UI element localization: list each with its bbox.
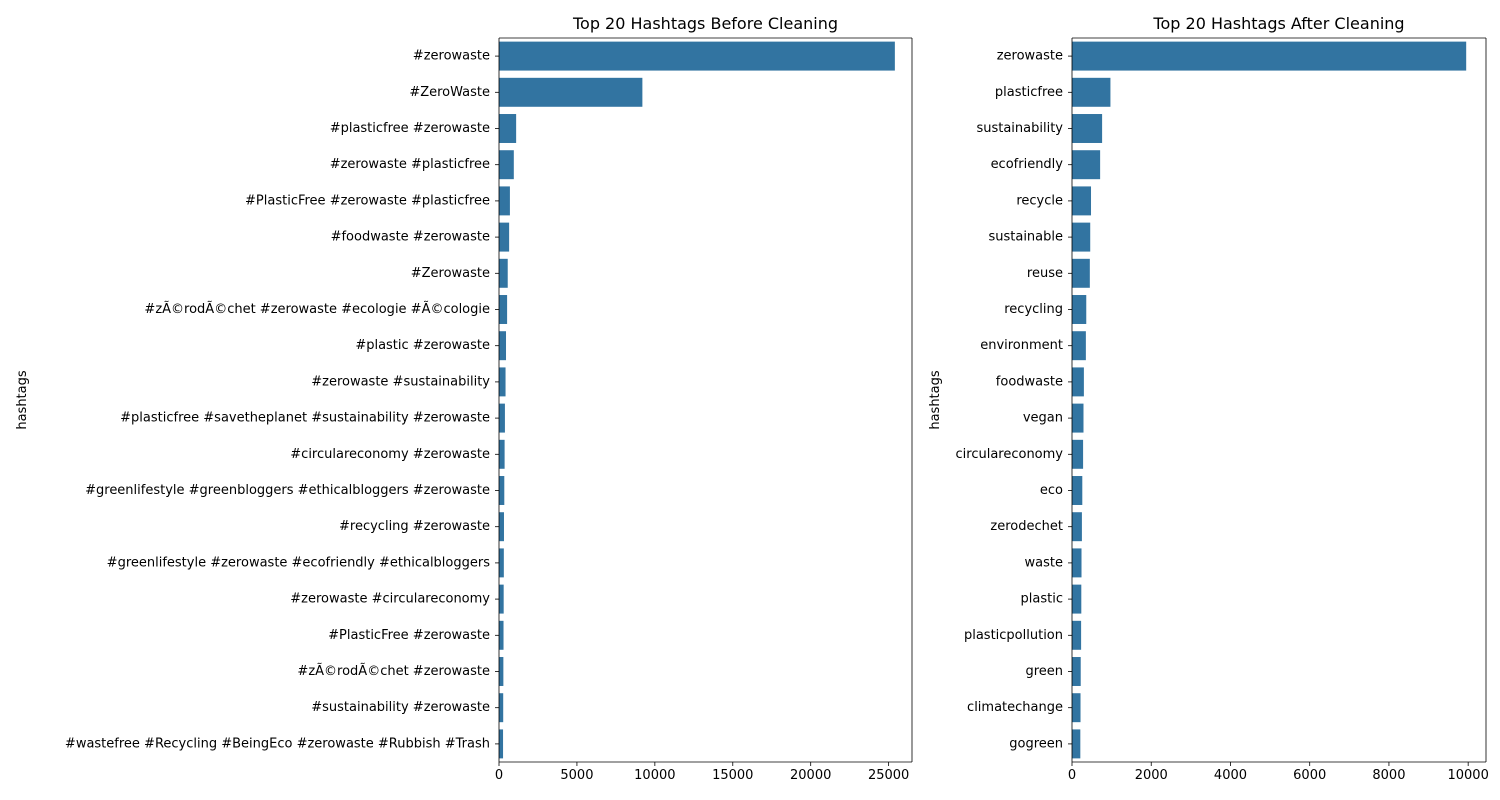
bar-before-11 (499, 403, 505, 433)
y-tick-label-after-13: eco (1040, 483, 1063, 498)
x-tick-label-after-4: 6000 (1293, 768, 1326, 783)
y-tick-label-after-4: ecofriendly (991, 157, 1064, 172)
y-tick-label-before-10: #zerowaste #sustainability (311, 374, 490, 389)
y-tick-label-before-9: #plastic #zerowaste (355, 338, 490, 353)
y-tick-label-before-1: #zerowaste (413, 49, 490, 64)
y-tick-label-before-18: #zÃ©rodÃ©chet #zerowaste (297, 663, 490, 679)
y-tick-label-after-10: foodwaste (996, 374, 1063, 389)
y-tick-label-after-7: reuse (1027, 266, 1063, 281)
y-tick-label-after-5: recycle (1016, 193, 1063, 208)
bar-before-20 (499, 729, 504, 759)
y-tick-label-after-20: gogreen (1009, 736, 1063, 751)
bar-after-18 (1072, 657, 1081, 686)
x-tick-label-after-5: 8000 (1372, 768, 1405, 783)
x-tick-label-before-1: 0 (495, 768, 503, 783)
y-tick-label-after-16: plastic (1021, 592, 1063, 607)
bar-after-1 (1072, 41, 1467, 71)
x-tick-label-before-4: 15000 (712, 768, 753, 783)
y-tick-label-before-16: #zerowaste #circulareconomy (290, 592, 490, 607)
bar-after-15 (1072, 548, 1082, 578)
bar-after-5 (1072, 186, 1092, 216)
x-tick-label-after-2: 2000 (1135, 768, 1168, 783)
bar-after-8 (1072, 295, 1087, 324)
y-tick-label-before-17: #PlasticFree #zerowaste (328, 628, 490, 643)
bar-after-6 (1072, 222, 1091, 252)
chart-panel-after: zerowaste plasticfree sustainability ecofri… (928, 14, 1489, 783)
bar-before-15 (499, 548, 504, 578)
x-tick-label-before-3: 10000 (634, 768, 675, 783)
y-tick-label-after-6: sustainable (988, 230, 1063, 245)
bar-before-19 (499, 693, 504, 723)
y-tick-label-after-1: zerowaste (997, 49, 1063, 64)
chart-title-before: Top 20 Hashtags Before Cleaning (572, 14, 838, 33)
bar-before-16 (499, 584, 504, 614)
bar-after-3 (1072, 114, 1103, 143)
y-tick-label-after-2: plasticfree (995, 85, 1063, 100)
bar-before-9 (499, 331, 507, 361)
bar-after-19 (1072, 693, 1081, 723)
y-tick-label-before-7: #Zerowaste (411, 266, 490, 281)
bar-before-14 (499, 512, 504, 542)
y-tick-label-after-8: recycling (1004, 302, 1063, 317)
bar-after-17 (1072, 620, 1082, 650)
bar-before-6 (499, 222, 510, 252)
bar-after-16 (1072, 584, 1082, 614)
bar-before-17 (499, 620, 504, 650)
y-tick-label-before-19: #sustainability #zerowaste (311, 700, 490, 715)
bar-before-10 (499, 367, 506, 397)
y-tick-label-before-14: #recycling #zerowaste (339, 519, 490, 534)
bar-before-18 (499, 657, 504, 686)
x-tick-label-before-2: 5000 (560, 768, 593, 783)
y-tick-label-after-18: green (1025, 664, 1063, 679)
bar-before-8 (499, 295, 508, 324)
x-tick-label-after-3: 4000 (1214, 768, 1247, 783)
bar-before-1 (499, 41, 895, 71)
bar-after-20 (1072, 729, 1081, 759)
bar-before-7 (499, 258, 508, 288)
bar-after-13 (1072, 476, 1083, 505)
y-tick-label-before-20: #wastefree #Recycling #BeingEco #zerowas… (65, 736, 490, 751)
x-tick-label-after-1: 0 (1068, 768, 1076, 783)
bar-after-7 (1072, 258, 1090, 288)
bar-after-14 (1072, 512, 1082, 542)
y-tick-label-before-2: #ZeroWaste (409, 85, 490, 100)
y-tick-label-before-4: #zerowaste #plasticfree (330, 157, 490, 172)
x-tick-label-before-5: 20000 (790, 768, 831, 783)
y-tick-label-after-12: circulareconomy (956, 447, 1064, 462)
bar-before-3 (499, 114, 517, 143)
bar-after-10 (1072, 367, 1084, 397)
y-tick-label-after-17: plasticpollution (964, 628, 1063, 643)
y-tick-label-after-19: climatechange (967, 700, 1063, 715)
bar-before-4 (499, 150, 514, 180)
y-tick-label-before-15: #greenlifestyle #zerowaste #ecofriendly … (107, 555, 491, 570)
y-tick-label-after-3: sustainability (976, 121, 1063, 136)
x-tick-label-after-6: 10000 (1447, 768, 1488, 783)
y-tick-label-after-11: vegan (1023, 411, 1063, 426)
y-tick-label-before-12: #circulareconomy #zerowaste (290, 447, 490, 462)
chart-panel-before: #zerowaste #ZeroWaste #plasticfree #zerowa… (15, 14, 913, 783)
y-tick-label-after-14: zerodechet (990, 519, 1063, 534)
bar-before-5 (499, 186, 510, 216)
bar-after-12 (1072, 439, 1084, 469)
bar-after-4 (1072, 150, 1101, 180)
y-tick-label-after-9: environment (980, 338, 1063, 353)
x-tick-label-before-6: 25000 (868, 768, 909, 783)
bar-after-9 (1072, 331, 1086, 361)
bar-after-11 (1072, 403, 1084, 433)
y-tick-label-before-11: #plasticfree #savetheplanet #sustainabil… (120, 411, 490, 426)
chart-title-after: Top 20 Hashtags After Cleaning (1152, 14, 1404, 33)
y-tick-label-before-6: #foodwaste #zerowaste (331, 230, 490, 245)
y-tick-label-before-3: #plasticfree #zerowaste (330, 121, 490, 136)
bar-before-12 (499, 439, 505, 469)
y-axis-label-before: hashtags (15, 370, 30, 430)
bar-after-2 (1072, 77, 1111, 107)
y-axis-label-after: hashtags (928, 370, 943, 430)
y-tick-label-before-5: #PlasticFree #zerowaste #plasticfree (245, 193, 490, 208)
bar-before-13 (499, 476, 505, 505)
y-tick-label-before-8: #zÃ©rodÃ©chet #zerowaste #ecologie #Ã©co… (144, 301, 490, 317)
bar-before-2 (499, 77, 643, 107)
y-tick-label-before-13: #greenlifestyle #greenbloggers #ethicalb… (85, 483, 490, 498)
y-tick-label-after-15: waste (1025, 555, 1063, 570)
